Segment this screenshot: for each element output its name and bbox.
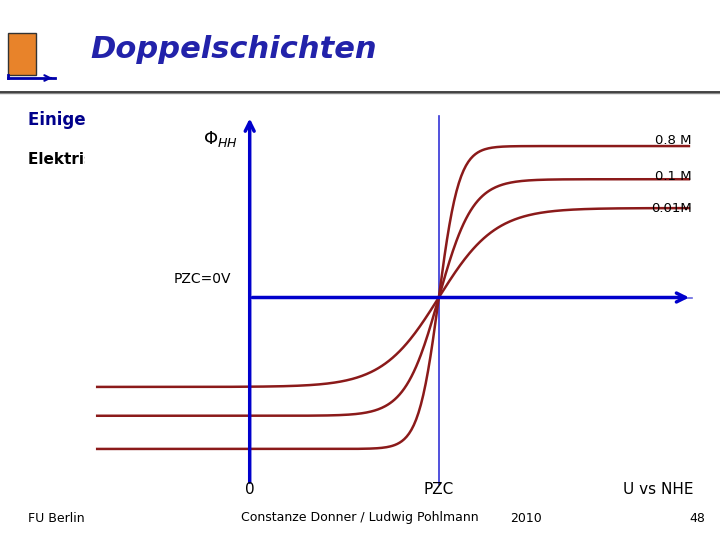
Text: Elektrische Feldstärke: Elektrische Feldstärke [28, 152, 219, 167]
Text: 0.8 M: 0.8 M [655, 134, 692, 147]
Text: Doppelschichten: Doppelschichten [90, 36, 377, 64]
Text: U vs NHE: U vs NHE [624, 482, 694, 497]
Text: $d\phi$: $d\phi$ [264, 134, 286, 153]
Text: Constanze Donner / Ludwig Pohlmann: Constanze Donner / Ludwig Pohlmann [241, 511, 479, 524]
Text: 48: 48 [689, 511, 705, 524]
FancyBboxPatch shape [8, 33, 36, 75]
Text: U: extern angelegtes Potential: U: extern angelegtes Potential [380, 152, 613, 167]
Text: $\Phi_{HH}$: $\Phi_{HH}$ [202, 129, 238, 148]
Text: $dx$: $dx$ [264, 172, 285, 188]
Text: 0.1 M: 0.1 M [655, 170, 692, 183]
Text: 0.01M: 0.01M [651, 201, 692, 214]
Text: FU Berlin: FU Berlin [28, 511, 85, 524]
Text: 0: 0 [245, 482, 254, 497]
Text: PZC: PZC [423, 482, 454, 497]
Text: 2010: 2010 [510, 511, 541, 524]
Text: PZC=0V: PZC=0V [174, 272, 231, 286]
Text: Einige Abschätzungen und Betrachtungen:: Einige Abschätzungen und Betrachtungen: [28, 111, 428, 129]
Text: $E=$: $E=$ [224, 139, 250, 155]
